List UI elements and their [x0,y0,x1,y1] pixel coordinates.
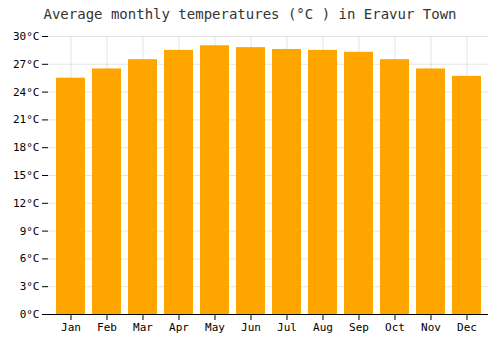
svg-text:May: May [205,321,225,334]
svg-text:0°C: 0°C [20,308,40,321]
svg-text:Dec: Dec [457,321,477,334]
svg-text:Feb: Feb [97,321,117,334]
svg-text:Nov: Nov [421,321,441,334]
svg-text:30°C: 30°C [13,30,40,43]
svg-text:Mar: Mar [133,321,153,334]
svg-text:18°C: 18°C [13,141,40,154]
svg-text:Apr: Apr [169,321,189,334]
svg-text:Aug: Aug [313,321,333,334]
svg-text:24°C: 24°C [13,86,40,99]
svg-text:27°C: 27°C [13,58,40,71]
html-text:Average monthly temperatures (: Average monthly temperatures (°C ) in Er… [43,6,457,22]
svg-text:15°C: 15°C [13,169,40,182]
svg-text:Jun: Jun [241,321,261,334]
svg-text:12°C: 12°C [13,197,40,210]
svg-text:3°C: 3°C [20,280,40,293]
svg-text:21°C: 21°C [13,113,40,126]
svg-text:Sep: Sep [349,321,369,334]
svg-text:6°C: 6°C [20,252,40,265]
svg-text:Jan: Jan [61,321,81,334]
svg-text:Oct: Oct [385,321,405,334]
svg-text:Jul: Jul [277,321,297,334]
svg-text:9°C: 9°C [20,225,40,238]
